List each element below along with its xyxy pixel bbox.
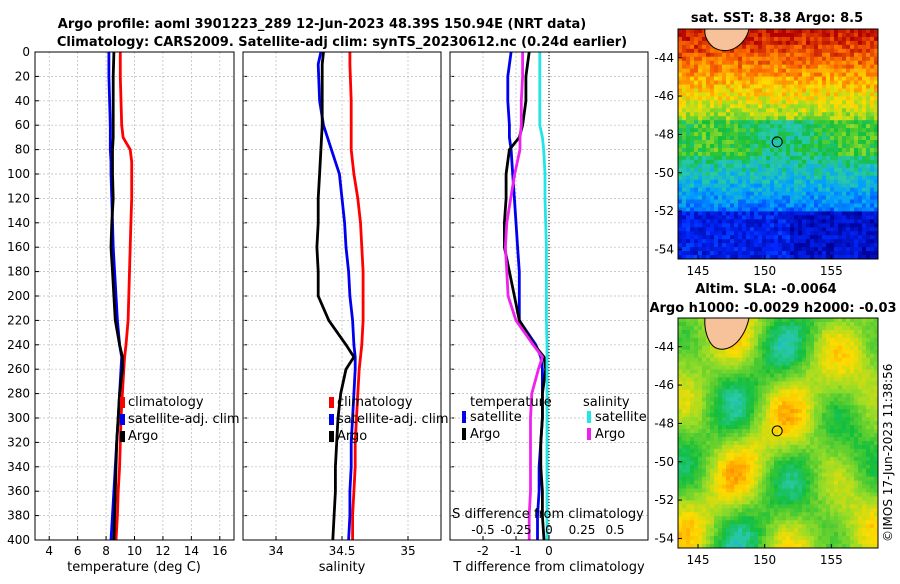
- map-y-tick-label: -48: [654, 416, 674, 430]
- map-x-tick-label: 155: [820, 264, 843, 278]
- s-diff-tick-label: 0.5: [605, 523, 624, 537]
- s-diff-tick-label: 0: [545, 523, 553, 537]
- imos-credit: ©IMOS 17-Jun-2023 11:38:56: [881, 364, 895, 542]
- legend-climatology: climatology: [128, 395, 204, 410]
- map-y-tick-label: -54: [654, 531, 674, 545]
- depth-tick-label: 320: [7, 435, 30, 449]
- depth-tick-label: 400: [7, 533, 30, 547]
- legend-salinity-header: salinity: [583, 395, 630, 410]
- depth-tick-label: 280: [7, 387, 30, 401]
- map-x-tick-label: 155: [820, 553, 843, 567]
- x-tick-label: 16: [212, 544, 227, 558]
- legend-satellite-adj: satellite-adj. clim: [128, 412, 240, 427]
- s-diff-tick-label: -0.25: [500, 523, 531, 537]
- salinity-xlabel: salinity: [319, 560, 366, 575]
- x-tick-label: 10: [127, 544, 142, 558]
- depth-tick-label: 360: [7, 484, 30, 498]
- map-x-tick-label: 150: [753, 553, 776, 567]
- depth-tick-label: 260: [7, 362, 30, 376]
- depth-tick-label: 380: [7, 509, 30, 523]
- legend-temp-satellite: satellite: [470, 410, 522, 425]
- map-y-tick-label: -50: [654, 166, 674, 180]
- sst-map: sat. SST: 8.38 Argo: 8.5 145 150 155 -44 -4…: [654, 11, 878, 278]
- depth-tick-label: 120: [7, 191, 30, 205]
- depth-tick-label: 20: [15, 69, 30, 83]
- depth-tick-label: 60: [15, 118, 30, 132]
- sla-map-title-line1: Altim. SLA: -0.0064: [695, 282, 836, 297]
- figure-title-line1: Argo profile: aoml 3901223_289 12-Jun-20…: [58, 17, 586, 32]
- legend-sal-argo: Argo: [595, 427, 625, 442]
- x-tick-label: -1: [510, 544, 522, 558]
- map-y-tick-label: -44: [654, 51, 674, 65]
- sst-map-title: sat. SST: 8.38 Argo: 8.5: [691, 11, 863, 26]
- legend-temperature-header: temperature: [470, 395, 552, 410]
- depth-tick-label: 340: [7, 460, 30, 474]
- legend-argo: Argo: [337, 429, 367, 444]
- map-y-tick-label: -46: [654, 378, 674, 392]
- legend-sal-satellite: satellite: [595, 410, 647, 425]
- map-y-tick-label: -46: [654, 89, 674, 103]
- x-tick-label: 6: [74, 544, 82, 558]
- map-y-tick-label: -52: [654, 204, 674, 218]
- x-tick-label: 34: [268, 544, 283, 558]
- depth-tick-label: 40: [15, 94, 30, 108]
- legend-argo: Argo: [128, 429, 158, 444]
- depth-tick-label: 300: [7, 411, 30, 425]
- map-x-tick-label: 145: [687, 264, 710, 278]
- depth-tick-label: 160: [7, 240, 30, 254]
- x-tick-label: 14: [184, 544, 199, 558]
- depth-tick-label: 80: [15, 143, 30, 157]
- x-tick-label: 12: [155, 544, 170, 558]
- depth-tick-label: 0: [22, 45, 30, 59]
- depth-tick-label: 240: [7, 338, 30, 352]
- x-tick-label: 8: [102, 544, 110, 558]
- x-tick-label: 35: [400, 544, 415, 558]
- x-tick-label: -2: [477, 544, 489, 558]
- x-tick-label: 0: [545, 544, 553, 558]
- sla-map-title-line2: Argo h1000: -0.0029 h2000: -0.03: [649, 301, 896, 316]
- depth-tick-label: 140: [7, 216, 30, 230]
- x-tick-label: 4: [45, 544, 53, 558]
- map-y-tick-label: -48: [654, 127, 674, 141]
- x-tick-label: 34.5: [329, 544, 356, 558]
- depth-tick-label: 200: [7, 289, 30, 303]
- s-diff-tick-label: -0.5: [471, 523, 494, 537]
- t-difference-xlabel: T difference from climatology: [452, 560, 645, 575]
- map-y-tick-label: -52: [654, 493, 674, 507]
- s-difference-label: S difference from climatology: [452, 507, 644, 522]
- depth-tick-label: 180: [7, 265, 30, 279]
- s-diff-tick-label: 0.25: [569, 523, 596, 537]
- sla-map: Altim. SLA: -0.0064 Argo h1000: -0.0029 …: [649, 282, 896, 567]
- map-x-tick-label: 150: [753, 264, 776, 278]
- map-y-tick-label: -54: [654, 242, 674, 256]
- depth-tick-label: 100: [7, 167, 30, 181]
- depth-tick-label: 220: [7, 313, 30, 327]
- map-y-tick-label: -44: [654, 340, 674, 354]
- legend-climatology: climatology: [337, 395, 413, 410]
- temperature-xlabel: temperature (deg C): [67, 560, 201, 575]
- legend-satellite-adj: satellite-adj. clim: [337, 412, 449, 427]
- map-y-tick-label: -50: [654, 455, 674, 469]
- legend-temp-argo: Argo: [470, 427, 500, 442]
- figure-title-line2: Climatology: CARS2009. Satellite-adj cli…: [57, 35, 627, 50]
- map-x-tick-label: 145: [687, 553, 710, 567]
